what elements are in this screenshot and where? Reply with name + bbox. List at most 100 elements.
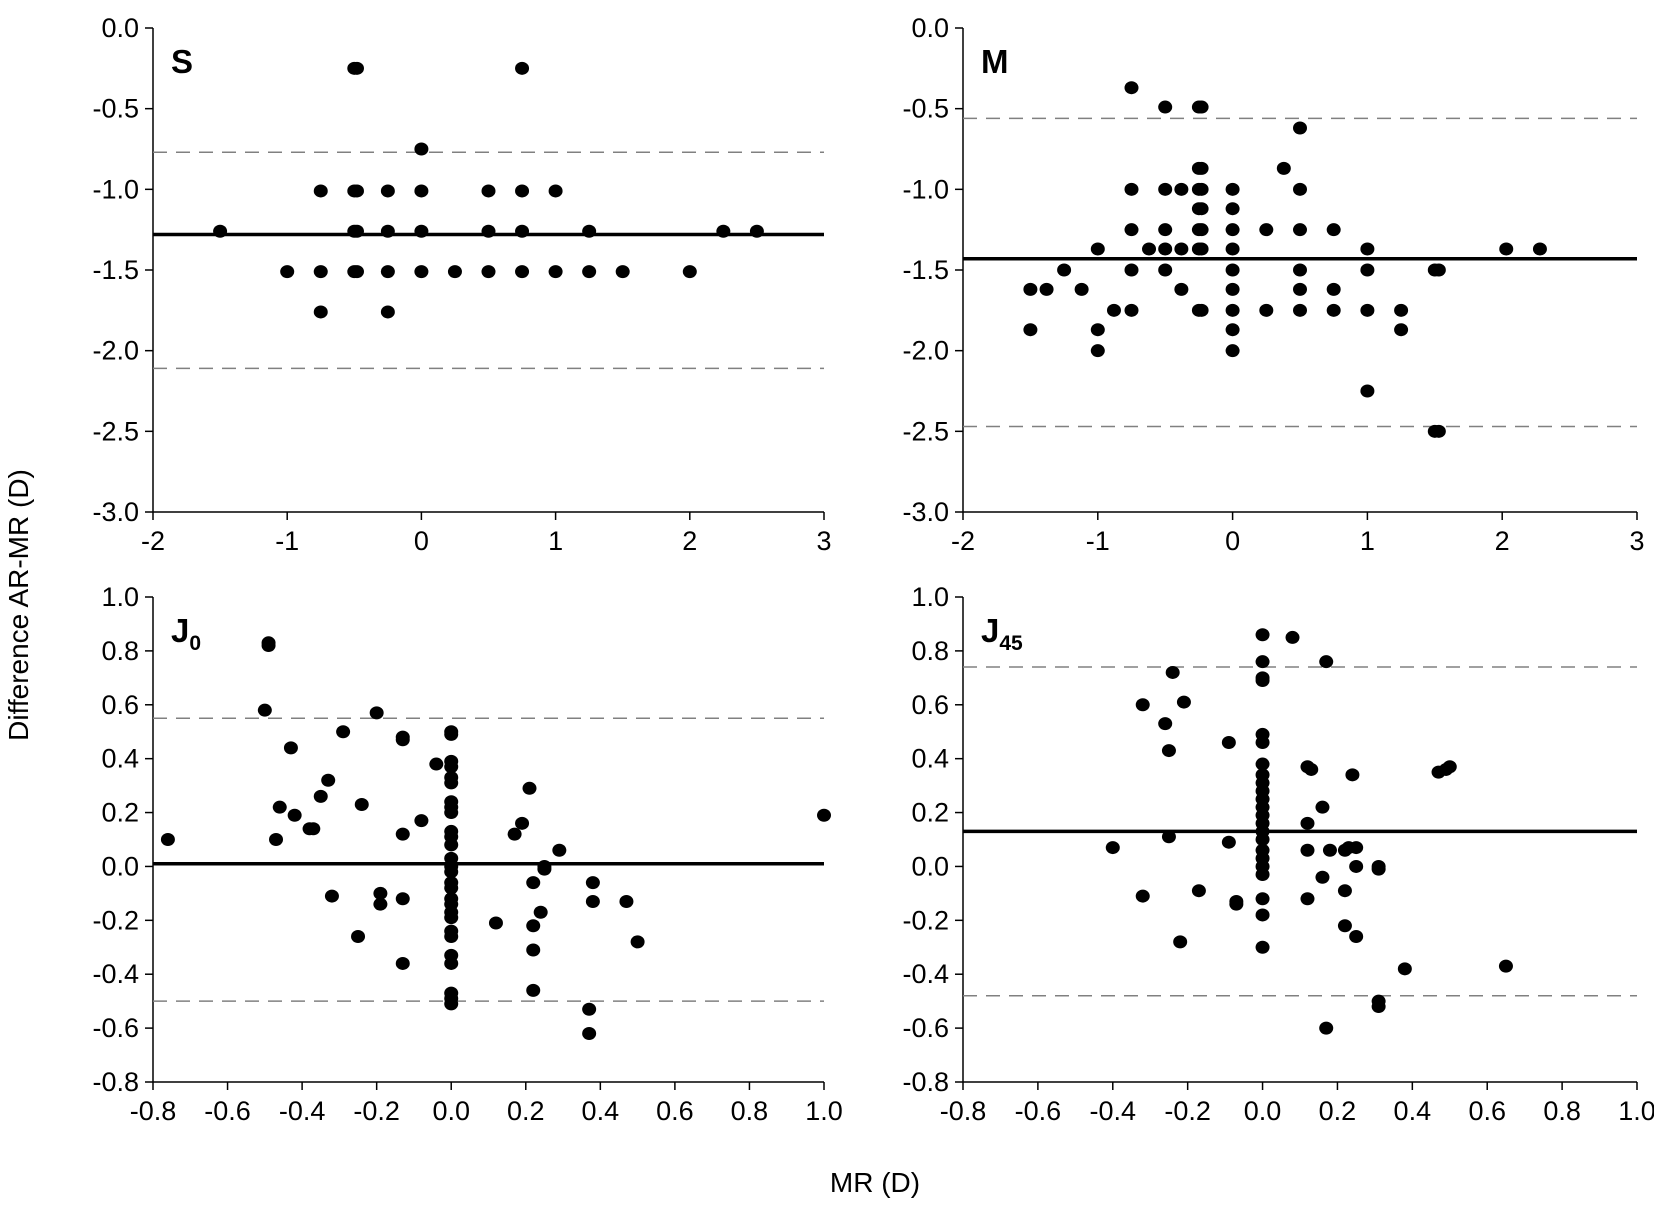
data-point — [1285, 630, 1300, 644]
data-point — [261, 639, 276, 652]
data-point — [444, 997, 459, 1011]
x-tick-label: 0.8 — [731, 1096, 769, 1126]
x-tick-label: -2 — [951, 526, 975, 556]
y-tick-label: 0.6 — [911, 690, 949, 720]
data-point — [1124, 182, 1139, 196]
x-tick-label: 0.4 — [582, 1096, 620, 1126]
data-point — [481, 184, 496, 198]
y-axis-title: Difference AR-MR (D) — [3, 469, 34, 741]
panel-label: J0 — [171, 612, 201, 655]
y-tick-label: -0.6 — [902, 1013, 949, 1043]
data-point — [619, 894, 634, 908]
x-tick-label: -0.6 — [204, 1096, 251, 1126]
data-point — [1394, 323, 1409, 337]
data-point — [817, 808, 831, 822]
data-point — [1158, 100, 1173, 114]
x-tick-label: -0.4 — [279, 1096, 326, 1126]
data-point — [1124, 81, 1139, 95]
y-tick-label: 0.8 — [101, 636, 139, 666]
data-point — [1431, 263, 1446, 277]
data-point — [1319, 1021, 1334, 1035]
data-point — [269, 833, 284, 846]
panel-label-subscript: 0 — [189, 632, 201, 655]
data-point — [1142, 242, 1157, 256]
data-point — [380, 224, 395, 238]
x-tick-label: 0.2 — [1319, 1096, 1357, 1126]
panel-3: 1.0 0.8 0.6 0.4 0.2 0.0 -0.2 -0.4 -0.6 -0.8-0.8 -0… — [92, 582, 842, 1126]
y-tick-label: -1.5 — [902, 255, 949, 285]
data-point — [380, 184, 395, 198]
data-point — [1300, 892, 1315, 906]
data-point — [444, 956, 459, 970]
data-point — [1158, 182, 1173, 196]
data-point — [615, 265, 630, 279]
y-tick-label: -0.5 — [92, 94, 139, 124]
data-point — [1394, 303, 1409, 317]
y-tick-label: 0.4 — [911, 744, 949, 774]
data-point — [444, 760, 459, 774]
data-point — [447, 265, 462, 279]
data-point — [395, 892, 410, 906]
data-point — [1135, 698, 1150, 712]
data-point — [1194, 182, 1209, 196]
panel-label: S — [171, 43, 193, 80]
y-tick-label: -0.8 — [92, 1067, 139, 1097]
data-point — [1345, 768, 1360, 782]
data-point — [1194, 303, 1209, 317]
data-point — [533, 905, 548, 919]
data-point — [1293, 303, 1307, 317]
x-tick-label: -1 — [275, 526, 299, 556]
data-point — [336, 725, 351, 739]
data-point — [552, 843, 567, 857]
data-point — [1349, 930, 1364, 943]
x-tick-label: 0.2 — [507, 1096, 545, 1126]
data-point — [414, 142, 429, 156]
data-point — [444, 727, 459, 741]
data-point — [444, 776, 459, 790]
data-point — [1225, 323, 1240, 337]
y-tick-label: -0.6 — [92, 1013, 139, 1043]
data-point — [526, 919, 541, 933]
panel-2: 0.0 -0.5 -1.0 -1.5 -2.0 -2.5 -3.0-2 -1 0 1 2 3 M — [902, 13, 1644, 556]
data-point — [1194, 161, 1209, 175]
y-tick-label: -1.0 — [902, 174, 949, 204]
y-tick-label: 0.0 — [101, 13, 139, 43]
data-point — [1255, 757, 1270, 771]
y-tick-label: -2.5 — [902, 416, 949, 446]
data-point — [1349, 841, 1364, 855]
data-point — [1158, 223, 1173, 237]
data-point — [349, 184, 364, 198]
data-point — [1319, 655, 1334, 669]
y-tick-label: 0.4 — [101, 744, 139, 774]
data-point — [1176, 695, 1191, 709]
data-point — [1174, 282, 1189, 296]
data-point — [1255, 655, 1270, 669]
x-tick-label: 1.0 — [805, 1096, 843, 1126]
data-point — [1442, 760, 1457, 774]
data-point — [1293, 282, 1307, 296]
data-point — [1276, 161, 1291, 175]
y-tick-label: -0.5 — [902, 94, 949, 124]
data-point — [585, 894, 600, 908]
data-point — [526, 876, 541, 890]
data-point — [414, 224, 429, 238]
data-point — [444, 881, 459, 895]
data-point — [1498, 959, 1513, 973]
data-point — [1057, 263, 1072, 277]
data-point — [481, 224, 496, 238]
x-tick-label: 0.8 — [1543, 1096, 1581, 1126]
data-point — [1124, 263, 1139, 277]
data-point — [1194, 100, 1209, 114]
y-tick-label: 1.0 — [101, 582, 139, 612]
data-point — [414, 184, 429, 198]
data-point — [1225, 242, 1240, 256]
y-tick-label: 0.8 — [911, 636, 949, 666]
x-tick-label: 0.0 — [432, 1096, 470, 1126]
y-tick-label: 0.0 — [911, 13, 949, 43]
data-point — [1174, 242, 1189, 256]
data-point — [1255, 908, 1270, 922]
data-point — [1225, 263, 1240, 277]
x-tick-label: -0.2 — [353, 1096, 400, 1126]
data-point — [373, 886, 388, 900]
y-tick-label: -0.2 — [902, 905, 949, 935]
